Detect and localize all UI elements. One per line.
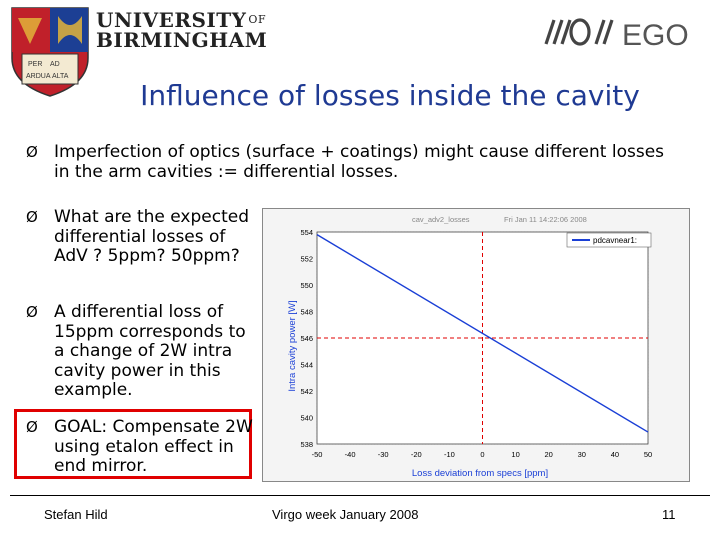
chart-x-axis-label: Loss deviation from specs [ppm]: [412, 468, 548, 479]
university-line2: BIRMINGHAM: [96, 28, 268, 52]
chart-axes: -50 -40 -30 -20 -10 0 10 20 30 40 50 538 540 542 544 54…: [300, 228, 652, 459]
chart-y-axis-label: Intra cavity power [W]: [287, 300, 298, 391]
ego-swoosh-icon: [544, 18, 614, 46]
slide-title: Influence of losses inside the cavity: [140, 79, 640, 112]
bullet-4-goal: Ø GOAL: Compensate 2W using etalon effec…: [26, 417, 256, 477]
chart-title: cav_adv2_losses: [412, 215, 470, 224]
footer-author: Stefan Hild: [44, 507, 108, 522]
y-tick-label: 546: [300, 334, 313, 343]
x-tick-label: 50: [644, 450, 652, 459]
university-of: OF: [248, 13, 267, 26]
y-tick-label: 552: [300, 255, 313, 264]
y-tick-label: 548: [300, 308, 313, 317]
x-tick-label: 30: [578, 450, 586, 459]
ego-wordmark: EGO: [622, 19, 689, 50]
university-crest-logo: PER AD ARDUA ALTA: [11, 7, 89, 97]
y-tick-label: 550: [300, 281, 313, 290]
chart-timestamp: Fri Jan 11 14:22:06 2008: [504, 215, 587, 224]
bullet-arrow-icon: Ø: [26, 208, 38, 226]
loss-power-chart: -50 -40 -30 -20 -10 0 10 20 30 40 50 538 540 542 544 54…: [287, 215, 652, 479]
bullet-arrow-icon: Ø: [26, 303, 38, 321]
crest-motto-word-4: ALTA: [52, 73, 69, 80]
chart-reference-lines: [317, 232, 648, 444]
bullet-2: Ø What are the expected differential los…: [26, 207, 256, 267]
goal-highlight-box: [14, 409, 252, 479]
crest-motto-word-3: AD: [50, 61, 60, 68]
ego-logo: EGO: [544, 18, 689, 50]
bullet-4-text: GOAL: Compensate 2W using etalon effect …: [54, 417, 253, 476]
legend-box: [566, 232, 652, 248]
x-tick-label: 10: [511, 450, 519, 459]
bullet-arrow-icon: Ø: [26, 418, 38, 436]
y-tick-label: 542: [300, 387, 313, 396]
x-tick-label: -50: [312, 450, 323, 459]
bullet-3: Ø A differential loss of 15ppm correspon…: [26, 302, 256, 401]
x-tick-label: -30: [378, 450, 389, 459]
x-tick-label: -40: [345, 450, 356, 459]
chart-series: [316, 234, 649, 433]
university-wordmark: UNIVERSITY OF BIRMINGHAM: [96, 10, 267, 50]
crest-motto-word-2: ARDUA: [26, 73, 51, 80]
x-tick-label: 40: [611, 450, 619, 459]
chart-legend: pdcavnear1:: [566, 232, 652, 248]
bullet-1: Ø Imperfection of optics (surface + coat…: [26, 142, 666, 182]
footer-divider: [10, 495, 710, 496]
university-line1: UNIVERSITY: [96, 8, 247, 32]
x-tick-label: 0: [480, 450, 484, 459]
series-line: [316, 234, 649, 433]
y-tick-label: 544: [300, 361, 313, 370]
bullet-3-text: A differential loss of 15ppm corresponds…: [54, 302, 246, 400]
y-tick-label: 554: [300, 228, 313, 237]
crest-motto-word-1: PER: [28, 61, 42, 68]
legend-label: pdcavnear1:: [593, 236, 637, 245]
footer-page-number: 11: [662, 507, 676, 522]
x-tick-label: 20: [545, 450, 553, 459]
footer-event: Virgo week January 2008: [272, 507, 419, 522]
bullet-1-text: Imperfection of optics (surface + coatin…: [54, 142, 665, 182]
bullet-2-text: What are the expected differential losse…: [54, 207, 250, 266]
x-tick-label: -10: [444, 450, 455, 459]
x-tick-label: -20: [411, 450, 422, 459]
y-tick-label: 540: [300, 414, 313, 423]
bullet-arrow-icon: Ø: [26, 143, 38, 161]
y-tick-label: 538: [300, 440, 313, 449]
